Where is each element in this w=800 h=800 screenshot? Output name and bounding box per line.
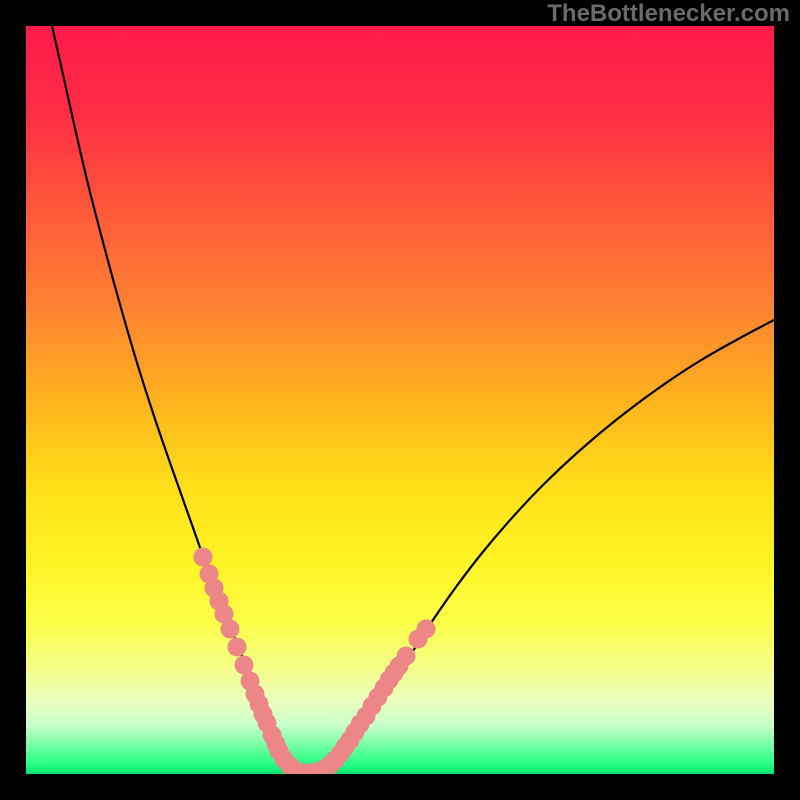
marker-dot [417,620,436,639]
watermark-text: TheBottlenecker.com [547,0,790,28]
marker-dot [397,647,416,666]
marker-dot [221,620,240,639]
plot-svg [26,26,774,774]
plot-area [26,26,774,774]
marker-dot [194,548,213,567]
marker-dot [228,638,247,657]
